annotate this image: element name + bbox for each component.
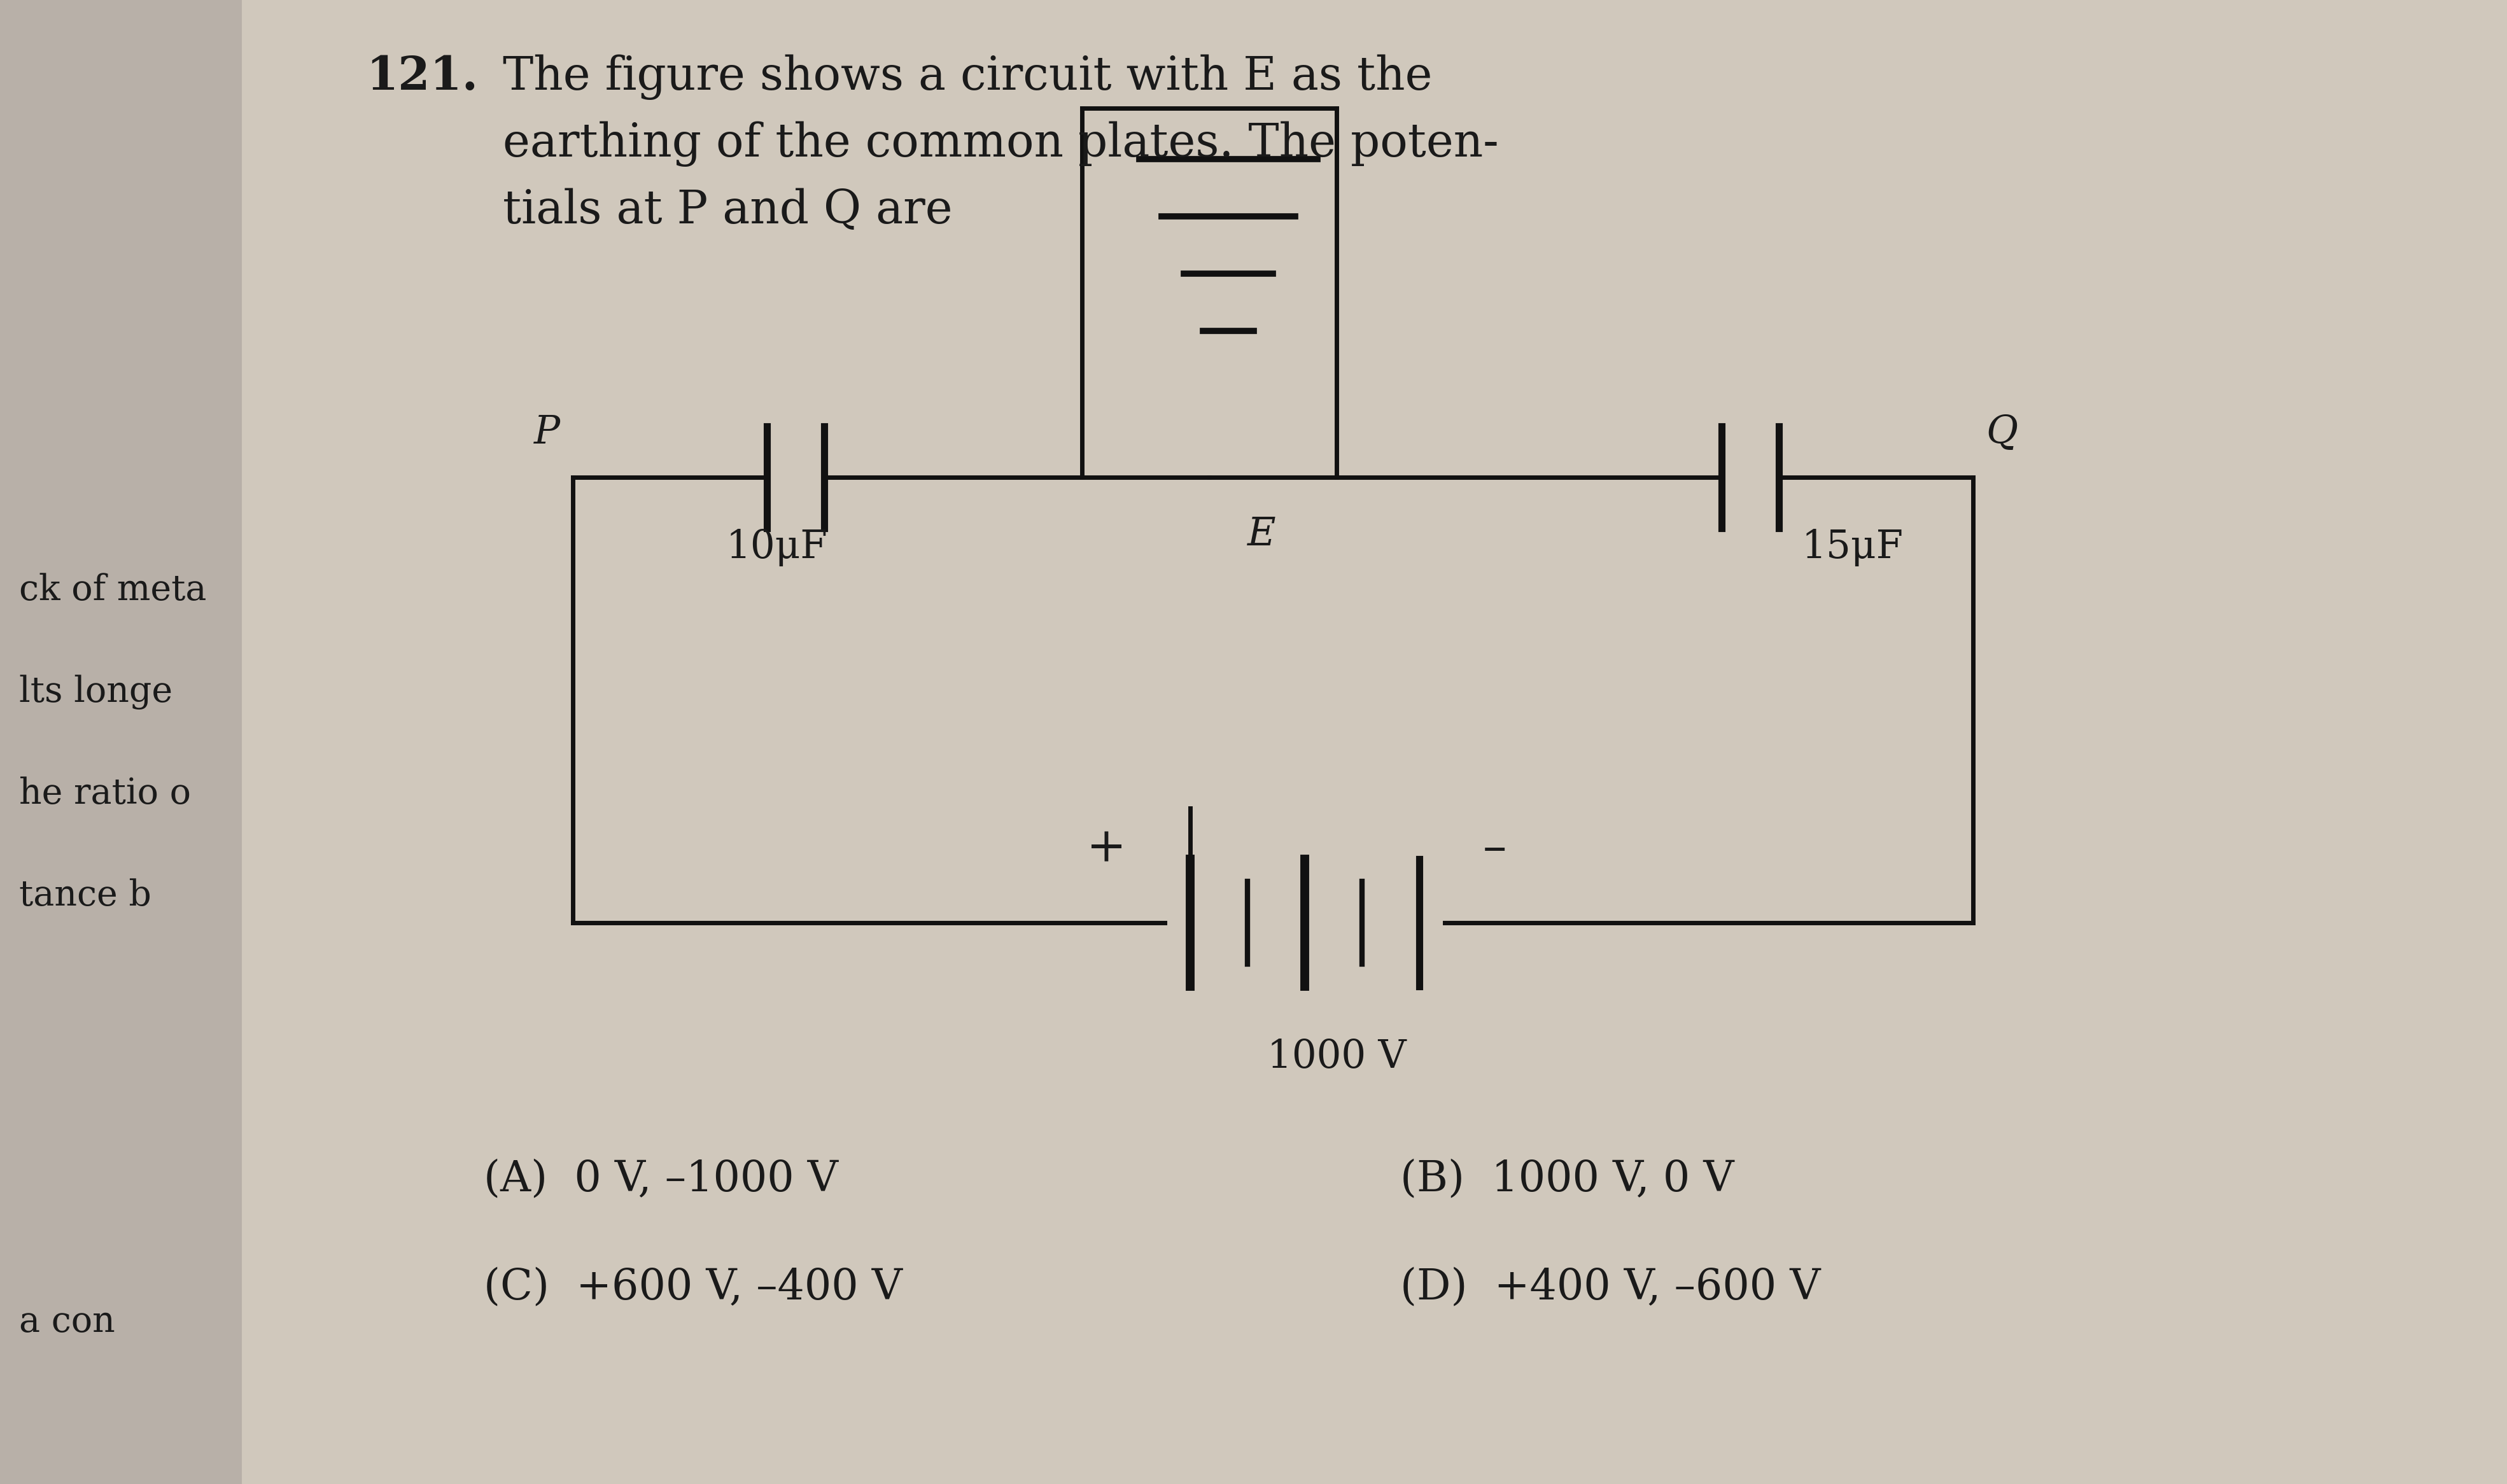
- Text: E: E: [1248, 515, 1276, 554]
- Text: Q: Q: [1986, 414, 2018, 451]
- Text: ck of meta: ck of meta: [20, 573, 206, 607]
- Text: (B)  1000 V, 0 V: (B) 1000 V, 0 V: [1401, 1158, 1735, 1199]
- Text: 15μF: 15μF: [1800, 528, 1903, 567]
- Text: tials at P and Q are: tials at P and Q are: [504, 188, 953, 233]
- Text: 1000 V: 1000 V: [1266, 1037, 1406, 1076]
- Text: he ratio o: he ratio o: [20, 776, 191, 812]
- Text: a con: a con: [20, 1304, 115, 1340]
- Text: P: P: [534, 414, 559, 451]
- Bar: [0, 0, 241, 1484]
- Text: 10μF: 10μF: [725, 528, 827, 567]
- Text: –: –: [1484, 825, 1507, 871]
- Text: (C)  +600 V, –400 V: (C) +600 V, –400 V: [484, 1266, 903, 1307]
- Text: lts longe: lts longe: [20, 675, 173, 709]
- Text: (D)  +400 V, –600 V: (D) +400 V, –600 V: [1401, 1266, 1820, 1307]
- Text: tance b: tance b: [20, 879, 150, 913]
- Text: (A)  0 V, –1000 V: (A) 0 V, –1000 V: [484, 1158, 837, 1199]
- Text: earthing of the common plates. The poten-: earthing of the common plates. The poten…: [504, 120, 1499, 166]
- Text: 121.: 121.: [366, 53, 479, 99]
- Text: The figure shows a circuit with E as the: The figure shows a circuit with E as the: [504, 53, 1431, 99]
- Text: +: +: [1086, 825, 1126, 871]
